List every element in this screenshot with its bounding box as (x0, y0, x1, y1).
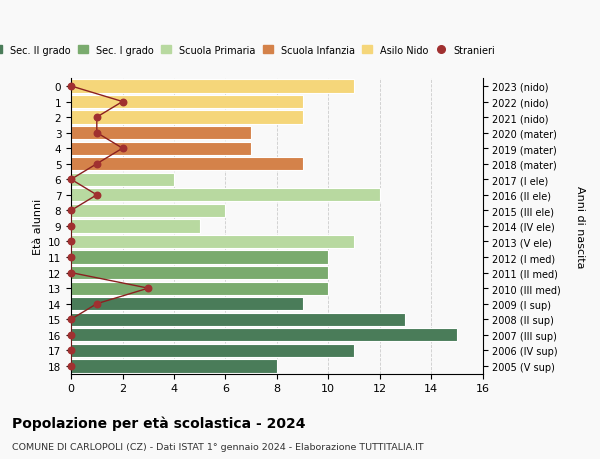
Bar (71, 95, 302, 109)
Bar (71, 313, 406, 326)
Bar (71, 235, 354, 249)
Bar (71, 329, 457, 341)
Point (92, 161, 101, 168)
Y-axis label: Età alunni: Età alunni (32, 198, 43, 254)
Bar (71, 266, 328, 280)
Point (66, 347, 76, 354)
Bar (71, 359, 277, 373)
Point (66, 269, 76, 277)
Bar (71, 220, 200, 233)
Point (92, 114, 101, 122)
Bar (71, 111, 302, 124)
Bar (71, 127, 251, 140)
Y-axis label: Anni di nascita: Anni di nascita (575, 185, 585, 268)
Point (66, 331, 76, 339)
Bar (71, 142, 251, 156)
Bar (71, 297, 302, 311)
Point (66, 223, 76, 230)
Bar (71, 189, 380, 202)
Point (66, 254, 76, 261)
Bar (71, 204, 226, 218)
Point (143, 285, 153, 292)
Point (92, 192, 101, 199)
Bar (71, 282, 328, 295)
Point (66, 176, 76, 184)
Point (66, 207, 76, 215)
Bar (71, 251, 328, 264)
Point (92, 300, 101, 308)
Point (118, 145, 127, 152)
Point (66, 363, 76, 370)
Point (66, 316, 76, 323)
Bar (71, 174, 174, 186)
Point (66, 238, 76, 246)
Bar (71, 80, 354, 93)
Text: Popolazione per età scolastica - 2024: Popolazione per età scolastica - 2024 (12, 415, 305, 430)
Text: COMUNE DI CARLOPOLI (CZ) - Dati ISTAT 1° gennaio 2024 - Elaborazione TUTTITALIA.: COMUNE DI CARLOPOLI (CZ) - Dati ISTAT 1°… (12, 442, 424, 451)
Legend: Sec. II grado, Sec. I grado, Scuola Primaria, Scuola Infanzia, Asilo Nido, Stran: Sec. II grado, Sec. I grado, Scuola Prim… (0, 45, 496, 56)
Point (66, 83, 76, 90)
Point (118, 99, 127, 106)
Bar (71, 158, 302, 171)
Bar (71, 344, 354, 357)
Point (92, 129, 101, 137)
